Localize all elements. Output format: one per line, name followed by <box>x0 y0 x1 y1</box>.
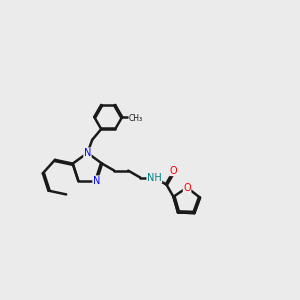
Text: O: O <box>183 182 191 193</box>
Text: N: N <box>93 176 100 186</box>
Text: NH: NH <box>147 172 162 183</box>
Text: CH₃: CH₃ <box>129 114 143 123</box>
Text: N: N <box>84 148 91 158</box>
Text: O: O <box>169 166 177 176</box>
